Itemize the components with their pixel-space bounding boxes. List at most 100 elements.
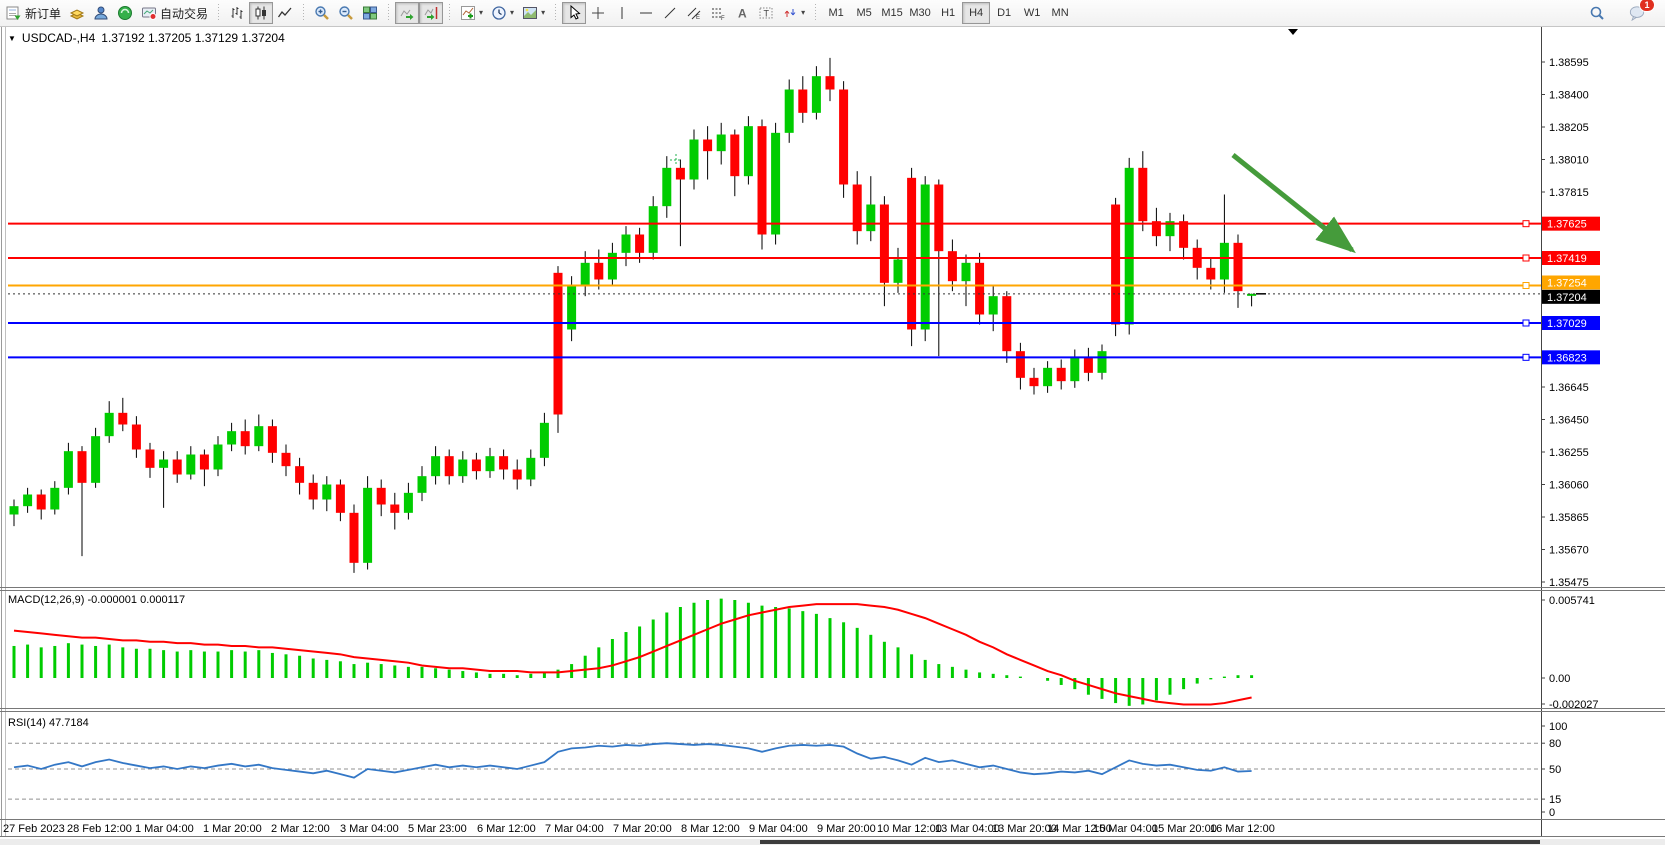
indicators-button[interactable]: ▾ (456, 2, 487, 24)
market-depth-button[interactable] (65, 2, 89, 24)
timeframe-m5[interactable]: M5 (850, 2, 878, 24)
candle-up (159, 459, 169, 468)
auto-trading-button[interactable]: 自动交易 (137, 2, 212, 24)
timeframe-mn[interactable]: MN (1046, 2, 1074, 24)
line-studies-group: E F A T ▾ (562, 2, 809, 24)
timeframe-m15[interactable]: M15 (878, 2, 906, 24)
chevron-down-icon: ▾ (479, 8, 484, 17)
line-chart-button[interactable] (273, 2, 297, 24)
timeframe-h1[interactable]: H1 (934, 2, 962, 24)
signals-button[interactable] (113, 2, 137, 24)
candle-down (240, 431, 250, 447)
candle-down (172, 459, 182, 475)
price-level-handle[interactable] (1522, 220, 1530, 228)
trendline-button[interactable] (658, 2, 682, 24)
price-axis-tick: 1.38595 (1549, 57, 1589, 69)
toolbar-drag-handle[interactable] (216, 4, 222, 22)
candle-down (594, 262, 604, 280)
arrows-button[interactable]: ▾ (778, 2, 809, 24)
templates-button[interactable]: ▾ (518, 2, 549, 24)
candle-up (322, 484, 332, 500)
horizontal-line-button[interactable] (634, 2, 658, 24)
text-label-button[interactable]: T (754, 2, 778, 24)
toolbar-drag-handle[interactable] (447, 4, 453, 22)
time-axis-label: 6 Mar 12:00 (477, 823, 536, 835)
candle-down (879, 204, 889, 283)
toolbar-drag-handle[interactable] (813, 4, 819, 22)
candle-up (363, 487, 373, 563)
timeframe-w1[interactable]: W1 (1018, 2, 1046, 24)
zoom-in-button[interactable] (310, 2, 334, 24)
toolbar-drag-handle[interactable] (553, 4, 559, 22)
chevron-down-icon: ▾ (801, 8, 806, 17)
candle-up (1097, 351, 1107, 373)
timeframe-m1[interactable]: M1 (822, 2, 850, 24)
fibonacci-button[interactable]: F (706, 2, 730, 24)
candle-down (267, 426, 277, 453)
toolbar-drag-handle[interactable] (386, 4, 392, 22)
chart-canvas[interactable]: 1.38595 1.38400 1.38205 1.38010 1.37815 1.366… (0, 27, 1665, 845)
horizontal-line-icon (638, 5, 654, 21)
candle-up (403, 492, 413, 513)
candle-down (757, 126, 767, 235)
time-axis-label: 8 Mar 12:00 (681, 823, 740, 835)
price-level-handle[interactable] (1522, 254, 1530, 262)
auto-scroll-button[interactable] (395, 2, 420, 24)
bar-chart-button[interactable] (225, 2, 249, 24)
price-level-handle[interactable] (1522, 353, 1530, 361)
candle-down (281, 452, 291, 467)
periods-button[interactable]: ▾ (487, 2, 518, 24)
trend-arrow-object[interactable] (1231, 153, 1356, 254)
text-label-icon: T (758, 5, 774, 21)
candlestick-chart-button[interactable] (249, 2, 274, 24)
svg-text:T: T (764, 9, 770, 19)
candle-up (771, 132, 781, 235)
time-axis-label: 10 Mar 12:00 (877, 823, 942, 835)
collapse-chart-icon[interactable]: ▼ (8, 33, 16, 43)
candle-up (417, 476, 427, 493)
notifications-button[interactable]: 1 (1625, 0, 1655, 24)
price-level-handle[interactable] (1522, 282, 1530, 289)
candle-down (1111, 204, 1121, 325)
zoom-out-button[interactable] (334, 2, 358, 24)
candle-down (77, 451, 87, 483)
time-axis-label: 1 Mar 20:00 (203, 823, 262, 835)
cursor-button[interactable] (562, 2, 587, 24)
rsi-axis-tick: 80 (1549, 738, 1561, 750)
horizontal-scrollbar[interactable] (0, 839, 1665, 845)
candle-down (444, 456, 454, 477)
timeframe-h4[interactable]: H4 (962, 2, 991, 24)
community-button[interactable] (89, 2, 113, 24)
scrollbar-thumb[interactable] (760, 840, 1540, 844)
chart-shift-button[interactable] (419, 2, 444, 24)
trade-group: 新订单 自动交易 (2, 2, 212, 24)
rsi-indicator-label: RSI(14) 47.7184 (8, 717, 89, 729)
equidistant-channel-button[interactable]: E (682, 2, 706, 24)
new-order-button[interactable]: 新订单 (2, 2, 65, 24)
tile-windows-button[interactable] (358, 2, 382, 24)
candle-down (798, 89, 808, 113)
timeframe-m30[interactable]: M30 (906, 2, 934, 24)
svg-text:1.36823: 1.36823 (1547, 352, 1587, 364)
candle-down (145, 449, 155, 468)
svg-text:1.37419: 1.37419 (1547, 253, 1587, 265)
crosshair-button[interactable] (586, 2, 610, 24)
search-button[interactable] (1585, 2, 1609, 24)
time-axis-label: 9 Mar 20:00 (817, 823, 876, 835)
candle-up (988, 296, 998, 315)
candle-up (1165, 221, 1175, 237)
candle-down (1083, 357, 1093, 373)
candle-up (1070, 357, 1080, 382)
price-axis-tick: 1.38205 (1549, 122, 1589, 134)
timeframe-d1[interactable]: D1 (990, 2, 1018, 24)
candle-down (349, 512, 359, 563)
green-orb-icon (117, 5, 133, 21)
text-button[interactable]: A (730, 2, 754, 24)
price-level-handle[interactable] (1522, 319, 1530, 327)
chart-shift-icon (423, 5, 439, 21)
vertical-line-button[interactable] (610, 2, 634, 24)
candle-up (784, 89, 794, 133)
price-level-tag (1542, 316, 1600, 330)
chart-shift-marker[interactable] (1288, 29, 1298, 35)
toolbar-drag-handle[interactable] (301, 4, 307, 22)
